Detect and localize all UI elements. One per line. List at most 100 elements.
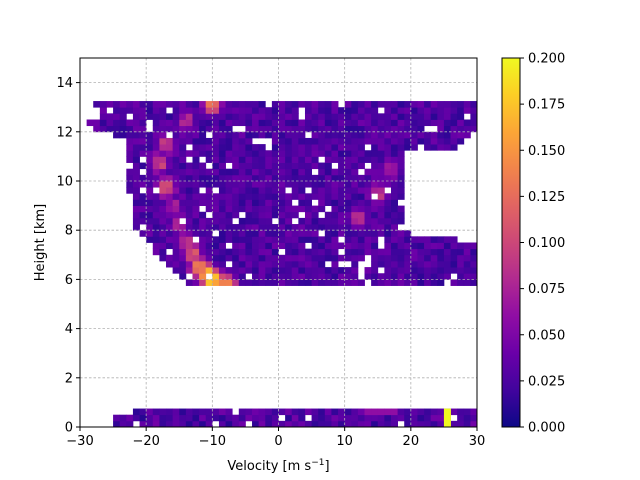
heatmap-cell xyxy=(351,273,359,280)
heatmap-cell xyxy=(298,193,306,200)
heatmap-cell xyxy=(132,113,140,120)
heatmap-cell xyxy=(364,242,372,250)
heatmap-cell xyxy=(146,144,154,151)
heatmap-cell xyxy=(298,217,306,225)
heatmap-cell xyxy=(172,224,180,231)
colorbar-tick-label: 0.150 xyxy=(528,144,565,159)
heatmap-cell xyxy=(384,113,392,120)
heatmap-cell xyxy=(304,156,312,163)
heatmap-cell xyxy=(351,156,359,163)
heatmap-cell xyxy=(443,420,451,428)
heatmap-cell xyxy=(338,162,346,170)
heatmap-cell xyxy=(324,199,332,206)
heatmap-cell xyxy=(443,267,451,274)
heatmap-cell xyxy=(185,168,193,176)
heatmap-cell xyxy=(205,236,213,243)
heatmap-cell xyxy=(443,273,451,280)
heatmap-cell xyxy=(424,107,432,114)
heatmap-cell xyxy=(159,131,167,139)
heatmap-cell xyxy=(232,181,240,188)
heatmap-cell xyxy=(278,217,286,225)
heatmap-cell xyxy=(258,224,266,231)
heatmap-cell xyxy=(298,254,306,262)
heatmap-cell xyxy=(278,181,286,188)
heatmap-cell xyxy=(351,224,359,231)
heatmap-cell xyxy=(285,193,293,200)
heatmap-cell xyxy=(351,420,359,428)
heatmap-cell xyxy=(185,230,193,237)
heatmap-cell xyxy=(205,267,213,274)
heatmap-cell xyxy=(304,162,312,170)
heatmap-cell xyxy=(344,113,352,120)
heatmap-cell xyxy=(424,279,432,286)
heatmap-cell xyxy=(318,279,326,286)
heatmap-cell xyxy=(212,224,220,231)
heatmap-cell xyxy=(397,125,405,133)
heatmap-cell xyxy=(318,420,326,428)
heatmap-cell xyxy=(159,242,167,250)
heatmap-cell xyxy=(324,224,332,231)
heatmap-cell xyxy=(285,156,293,163)
heatmap-cell xyxy=(285,230,293,237)
heatmap-cell xyxy=(205,254,213,262)
heatmap-cell xyxy=(291,267,299,274)
heatmap-cell xyxy=(245,113,253,120)
heatmap-cell xyxy=(271,414,279,422)
heatmap-cell xyxy=(463,273,471,280)
heatmap-cell xyxy=(470,248,478,256)
heatmap-cell xyxy=(298,205,306,213)
heatmap-cell xyxy=(437,279,445,286)
heatmap-cell xyxy=(152,174,160,182)
heatmap-cell xyxy=(245,144,253,151)
heatmap-cell xyxy=(331,279,339,286)
heatmap-cell xyxy=(324,248,332,256)
heatmap-cell xyxy=(397,156,405,163)
heatmap-cell xyxy=(331,414,339,422)
heatmap-cell xyxy=(377,205,385,213)
heatmap-cell xyxy=(397,101,405,108)
heatmap-cell xyxy=(417,279,425,286)
heatmap-cell xyxy=(304,107,312,114)
heatmap-cell xyxy=(265,408,273,416)
heatmap-cell xyxy=(192,107,200,114)
heatmap-cell xyxy=(298,168,306,176)
heatmap-cell xyxy=(218,224,226,231)
heatmap-cell xyxy=(371,224,379,231)
heatmap-cell xyxy=(450,107,458,114)
heatmap-cell xyxy=(225,279,233,286)
heatmap-cell xyxy=(205,144,213,151)
heatmap-cell xyxy=(185,217,193,225)
heatmap-cell xyxy=(437,408,445,416)
heatmap-cell xyxy=(159,181,167,188)
heatmap-cell xyxy=(397,408,405,416)
heatmap-cell xyxy=(152,211,160,219)
colorbar-tick-label: 0.100 xyxy=(528,236,565,251)
heatmap-cell xyxy=(364,248,372,256)
heatmap-cell xyxy=(424,260,432,268)
heatmap-cell xyxy=(192,125,200,133)
heatmap-cell xyxy=(271,144,279,151)
heatmap-cell xyxy=(331,119,339,127)
heatmap-cell xyxy=(430,119,438,127)
heatmap-cell xyxy=(152,205,160,213)
heatmap-cell xyxy=(384,119,392,127)
heatmap-cell xyxy=(232,101,240,108)
heatmap-cell xyxy=(304,181,312,188)
heatmap-cell xyxy=(311,125,319,133)
colorbar-tick-label: 0.125 xyxy=(528,190,565,205)
heatmap-cell xyxy=(470,408,478,416)
heatmap-cell xyxy=(192,144,200,151)
heatmap-cell xyxy=(404,408,412,416)
heatmap-cell xyxy=(311,156,319,163)
heatmap-cell xyxy=(179,242,187,250)
heatmap-cell xyxy=(304,211,312,219)
heatmap-cell xyxy=(271,273,279,280)
heatmap-cell xyxy=(430,131,438,139)
heatmap-cell xyxy=(397,279,405,286)
heatmap-cell xyxy=(311,420,319,428)
heatmap-cell xyxy=(298,420,306,428)
heatmap-cell xyxy=(404,119,412,127)
heatmap-cell xyxy=(99,125,107,133)
heatmap-cell xyxy=(199,273,207,280)
heatmap-cell xyxy=(324,101,332,108)
